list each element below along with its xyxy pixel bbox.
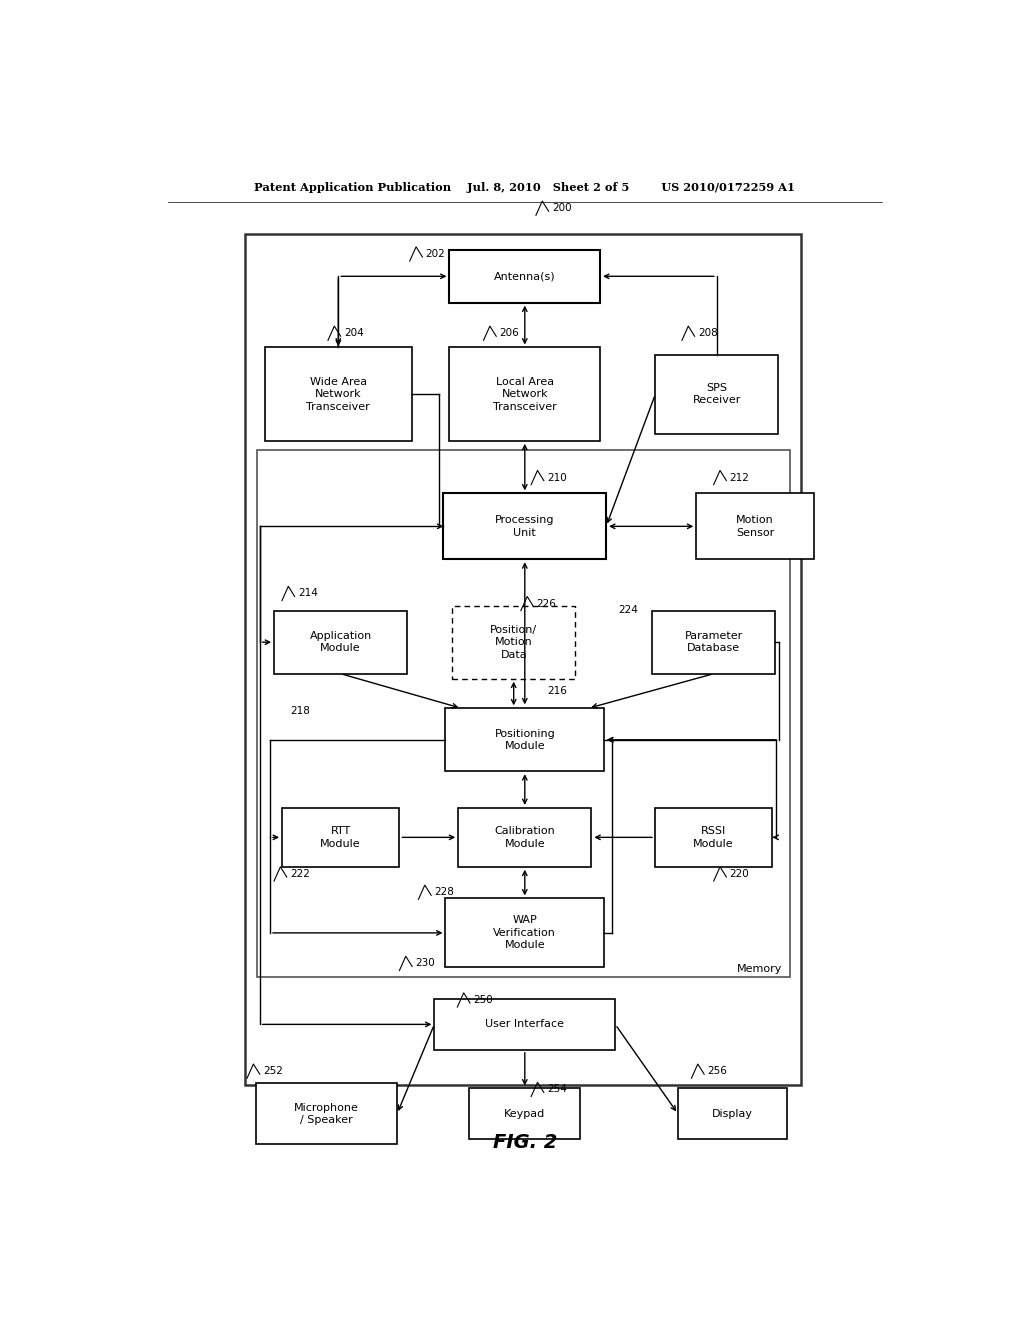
Text: 228: 228: [434, 887, 455, 898]
Text: 222: 222: [290, 869, 310, 879]
Text: Patent Application Publication    Jul. 8, 2010   Sheet 2 of 5        US 2010/017: Patent Application Publication Jul. 8, 2…: [254, 182, 796, 193]
Text: Position/
Motion
Data: Position/ Motion Data: [490, 624, 538, 660]
Text: 212: 212: [729, 473, 750, 483]
Text: 210: 210: [547, 473, 566, 483]
Bar: [265, 347, 412, 441]
Bar: [655, 355, 778, 434]
Bar: [458, 808, 592, 867]
Text: Application
Module: Application Module: [309, 631, 372, 653]
Text: 224: 224: [618, 605, 638, 615]
Bar: [445, 899, 604, 968]
Text: 216: 216: [547, 686, 567, 696]
Bar: [282, 808, 399, 867]
Text: 254: 254: [547, 1085, 567, 1094]
Text: WAP
Verification
Module: WAP Verification Module: [494, 916, 556, 950]
Text: 220: 220: [729, 869, 750, 879]
Text: Display: Display: [713, 1109, 754, 1119]
Text: Memory: Memory: [737, 964, 782, 974]
Bar: [450, 347, 600, 441]
Text: Local Area
Network
Transceiver: Local Area Network Transceiver: [493, 376, 557, 412]
Text: FIG. 2: FIG. 2: [493, 1133, 557, 1152]
Text: 208: 208: [697, 329, 718, 338]
Bar: [652, 611, 775, 673]
Text: RTT
Module: RTT Module: [321, 826, 361, 849]
Bar: [443, 494, 606, 560]
Text: Wide Area
Network
Transceiver: Wide Area Network Transceiver: [306, 376, 371, 412]
Text: Positioning
Module: Positioning Module: [495, 729, 555, 751]
Text: Microphone
/ Speaker: Microphone / Speaker: [294, 1102, 358, 1125]
Bar: [696, 494, 814, 560]
Bar: [274, 611, 408, 673]
Bar: [678, 1089, 787, 1139]
Text: Parameter
Database: Parameter Database: [685, 631, 742, 653]
Bar: [469, 1089, 581, 1139]
Text: User Interface: User Interface: [485, 1019, 564, 1030]
Text: 214: 214: [298, 589, 317, 598]
Text: Calibration
Module: Calibration Module: [495, 826, 555, 849]
Text: 250: 250: [473, 995, 493, 1005]
Text: RSSI
Module: RSSI Module: [693, 826, 734, 849]
Text: 204: 204: [344, 329, 364, 338]
Text: SPS
Receiver: SPS Receiver: [692, 383, 741, 405]
Bar: [453, 606, 575, 678]
Bar: [445, 709, 604, 771]
Text: 230: 230: [416, 958, 435, 969]
Text: 252: 252: [263, 1067, 283, 1076]
Bar: [246, 234, 801, 1085]
Text: 202: 202: [426, 249, 445, 259]
Bar: [256, 1084, 397, 1144]
Text: Processing
Unit: Processing Unit: [495, 515, 555, 537]
Text: 256: 256: [708, 1067, 727, 1076]
Text: Antenna(s): Antenna(s): [494, 272, 556, 281]
Bar: [450, 249, 600, 302]
Bar: [655, 808, 772, 867]
Text: Motion
Sensor: Motion Sensor: [736, 515, 774, 537]
Text: 200: 200: [552, 203, 571, 214]
Bar: [434, 999, 615, 1049]
Bar: [257, 450, 790, 977]
Text: 206: 206: [500, 329, 519, 338]
Text: 218: 218: [290, 706, 310, 717]
Text: 226: 226: [537, 598, 557, 609]
Text: Keypad: Keypad: [504, 1109, 546, 1119]
